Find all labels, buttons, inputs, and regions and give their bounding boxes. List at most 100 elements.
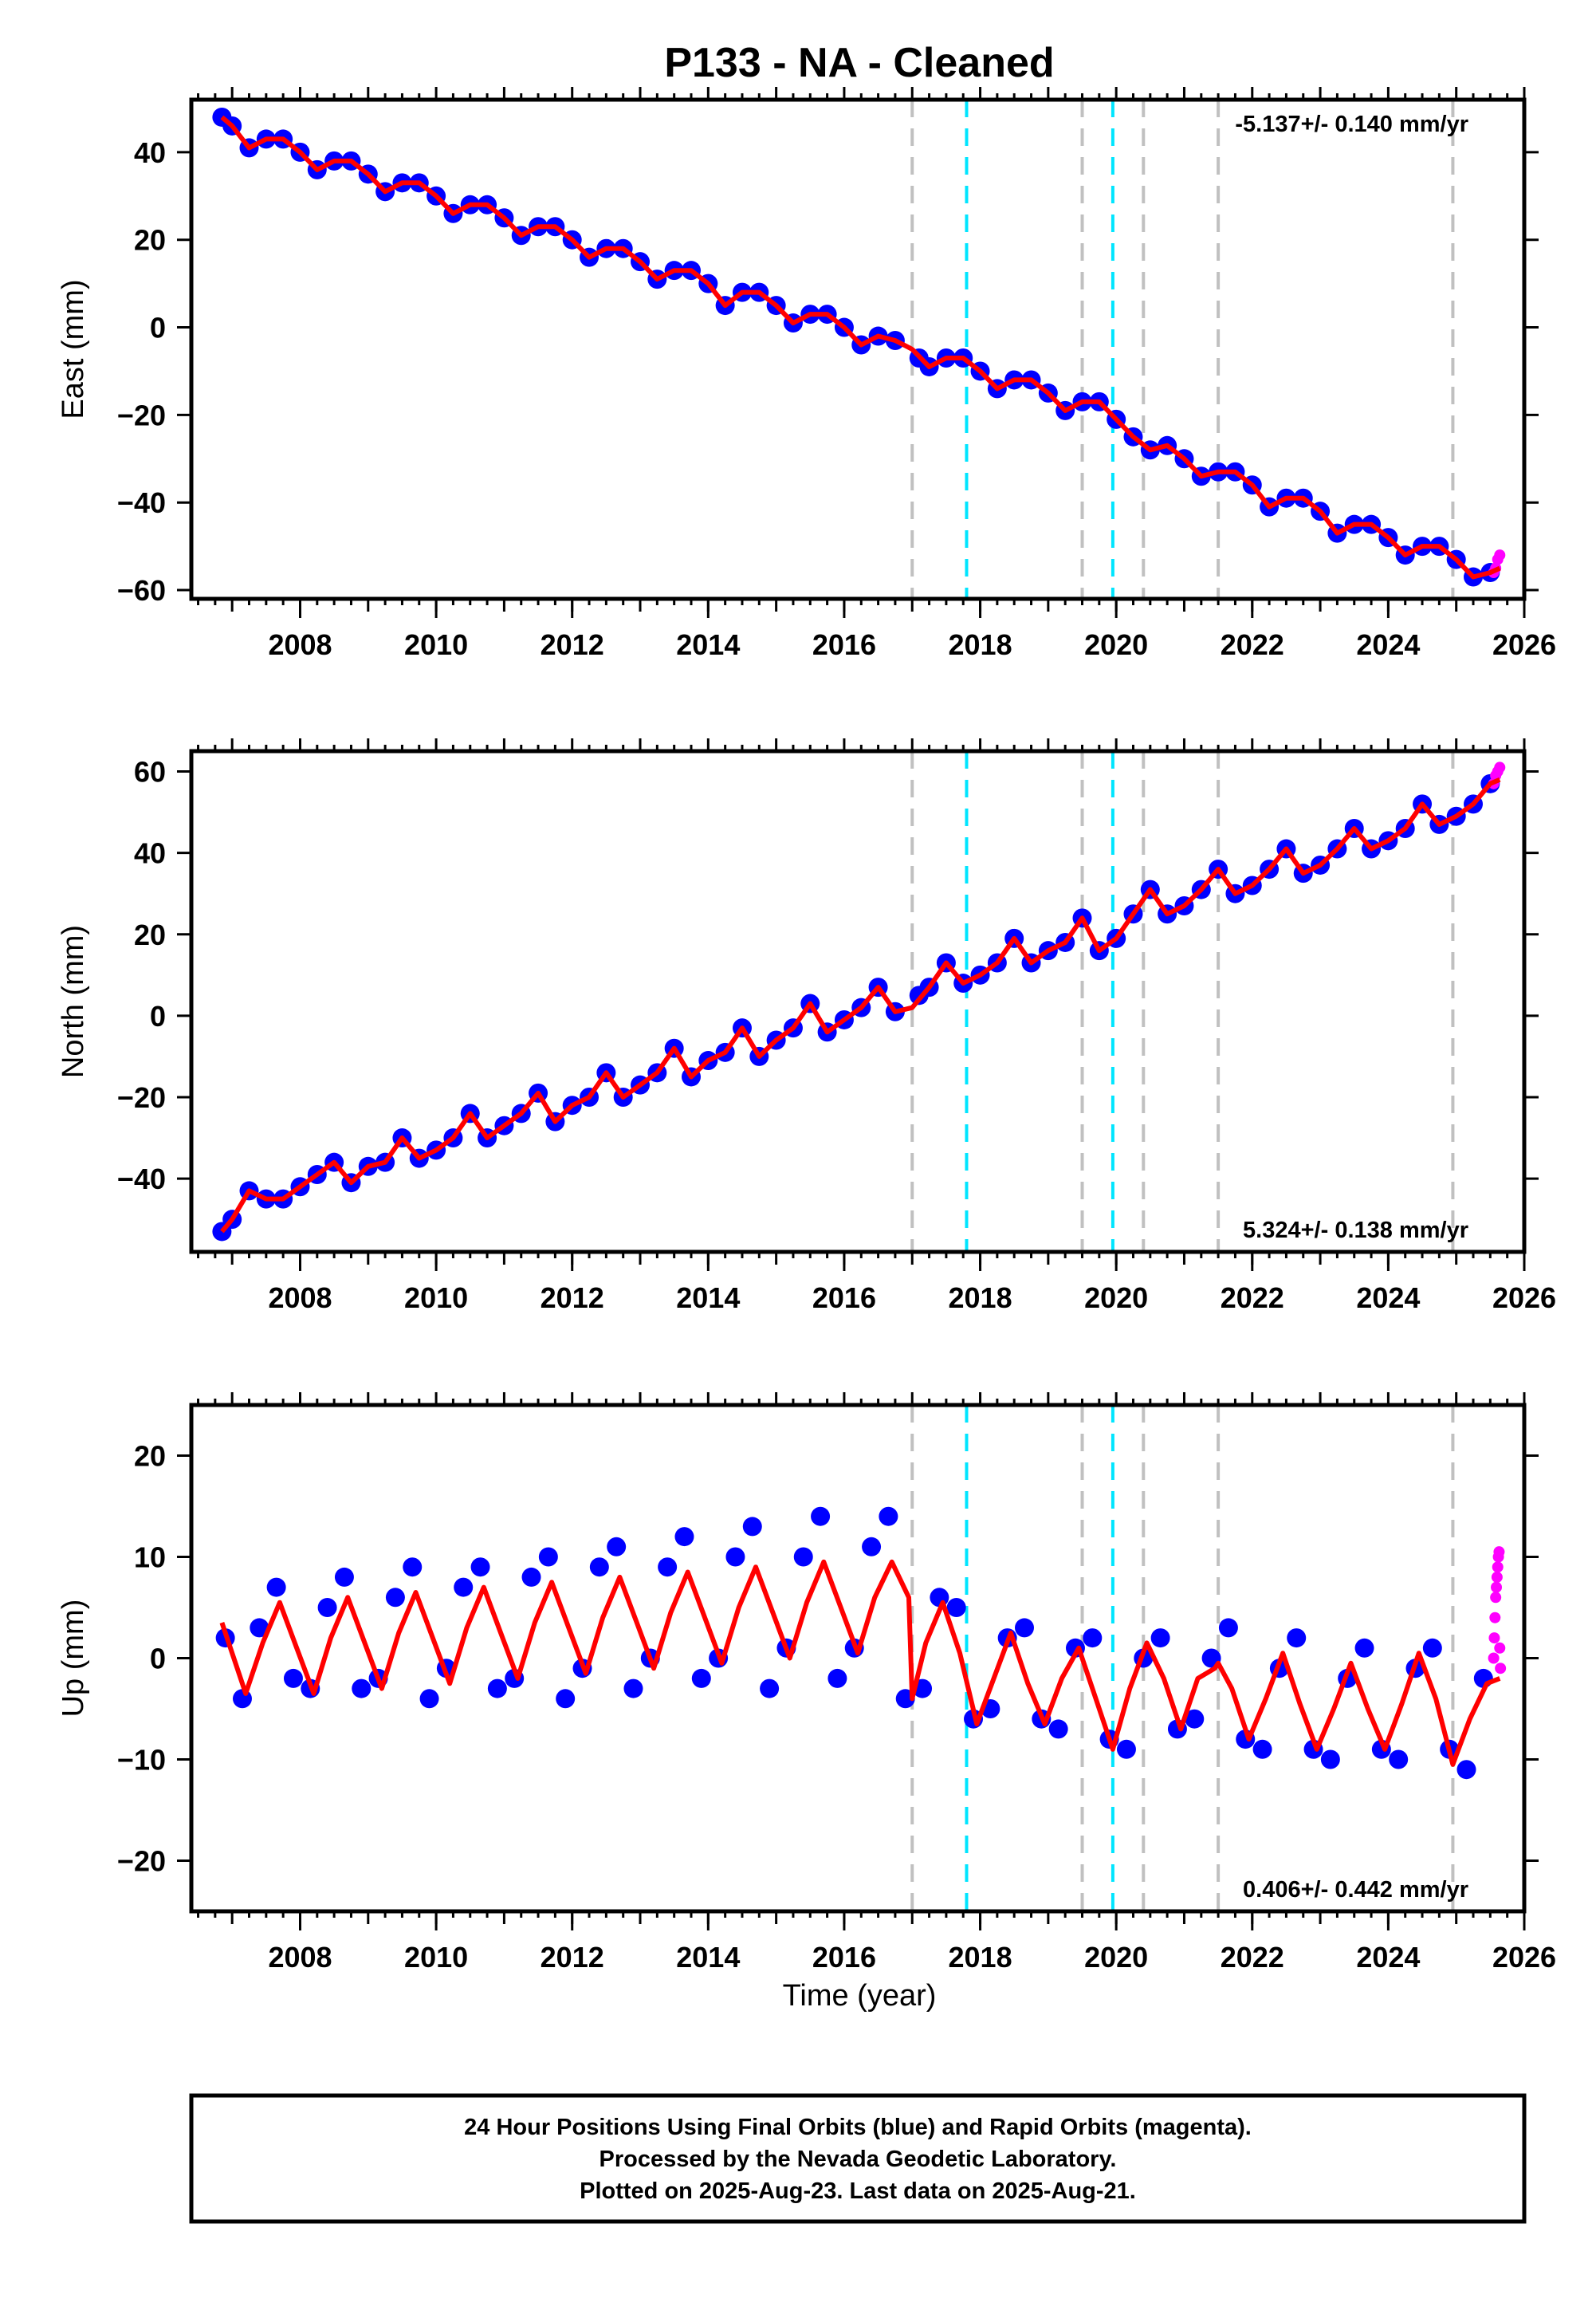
data-point bbox=[232, 1689, 252, 1709]
x-tick-label: 2020 bbox=[1084, 1281, 1148, 1314]
data-point bbox=[674, 1527, 694, 1547]
y-axis-label: North (mm) bbox=[57, 925, 90, 1078]
y-axis-label: Up (mm) bbox=[57, 1600, 90, 1718]
y-tick-label: 0 bbox=[150, 312, 166, 344]
data-point bbox=[1488, 1652, 1500, 1664]
x-tick-label: 2016 bbox=[812, 1941, 876, 1974]
x-tick-label: 2014 bbox=[676, 628, 740, 661]
y-tick-label: 40 bbox=[134, 136, 166, 169]
x-tick-label: 2024 bbox=[1356, 1281, 1420, 1314]
x-tick-label: 2010 bbox=[404, 1941, 468, 1974]
data-point bbox=[930, 1588, 949, 1608]
data-point bbox=[725, 1547, 745, 1567]
y-tick-label: 20 bbox=[134, 1440, 166, 1473]
data-point bbox=[1491, 1581, 1503, 1593]
data-point bbox=[1456, 1760, 1476, 1780]
x-tick-label: 2010 bbox=[404, 1281, 468, 1314]
model-line bbox=[220, 777, 1501, 1234]
plot-area-north bbox=[212, 751, 1506, 1252]
y-tick-label: 20 bbox=[134, 224, 166, 257]
y-tick-label: 0 bbox=[150, 1643, 166, 1675]
data-point bbox=[623, 1678, 643, 1698]
data-point bbox=[266, 1577, 286, 1597]
x-tick-label: 2018 bbox=[949, 628, 1012, 661]
data-point bbox=[1493, 1546, 1505, 1558]
x-tick-label: 2012 bbox=[541, 628, 604, 661]
data-point bbox=[1252, 1739, 1272, 1759]
data-point bbox=[317, 1598, 337, 1617]
plot-frame bbox=[189, 97, 1527, 601]
panel-east: 2008 2010 2012 2014 2016 2018 2020 2022 2024 2026… bbox=[57, 87, 1556, 661]
data-point bbox=[811, 1506, 831, 1526]
data-point bbox=[556, 1689, 576, 1709]
data-point bbox=[1389, 1749, 1409, 1769]
x-tick-label: 2024 bbox=[1356, 1941, 1420, 1974]
x-tick-label: 2022 bbox=[1221, 628, 1284, 661]
x-axis-label: Time (year) bbox=[783, 1979, 937, 2013]
y-tick-label: −20 bbox=[117, 399, 166, 431]
data-point bbox=[946, 1598, 966, 1617]
rate-label: -5.137+/- 0.140 mm/yr bbox=[1235, 112, 1468, 137]
rapid-orbits-points bbox=[1488, 1546, 1507, 1675]
footer-line-3: Plotted on 2025-Aug-23. Last data on 202… bbox=[580, 2178, 1136, 2204]
x-tick-label: 2012 bbox=[541, 1281, 604, 1314]
x-tick-label: 2026 bbox=[1492, 1941, 1556, 1974]
data-point bbox=[403, 1557, 423, 1577]
rate-label: 0.406+/- 0.442 mm/yr bbox=[1243, 1877, 1468, 1903]
x-tick-label: 2014 bbox=[676, 1281, 740, 1314]
data-point bbox=[419, 1689, 439, 1709]
y-tick-label: −40 bbox=[117, 1163, 166, 1195]
x-tick-label: 2016 bbox=[812, 628, 876, 661]
final-orbits-points bbox=[212, 107, 1500, 587]
data-point bbox=[1489, 1612, 1501, 1623]
data-point bbox=[1287, 1628, 1307, 1648]
data-point bbox=[1320, 1749, 1340, 1769]
y-tick-label: 60 bbox=[134, 756, 166, 789]
data-point bbox=[250, 1618, 269, 1638]
x-tick-label: 2008 bbox=[268, 1281, 332, 1314]
data-point bbox=[742, 1517, 762, 1537]
final-orbits-points bbox=[212, 773, 1500, 1242]
y-tick-label: 0 bbox=[150, 1000, 166, 1033]
y-tick-label: −10 bbox=[117, 1744, 166, 1777]
data-point bbox=[538, 1547, 558, 1567]
data-point bbox=[1491, 1571, 1503, 1583]
x-tick-label: 2020 bbox=[1084, 628, 1148, 661]
y-tick-label: 20 bbox=[134, 919, 166, 951]
data-point bbox=[470, 1557, 490, 1577]
y-tick-label: −20 bbox=[117, 1845, 166, 1878]
x-tick-label: 2018 bbox=[949, 1281, 1012, 1314]
y-tick-label: 10 bbox=[134, 1541, 166, 1574]
data-point bbox=[862, 1537, 882, 1556]
plot-frame bbox=[189, 749, 1527, 1254]
x-tick-label: 2026 bbox=[1492, 1281, 1556, 1314]
data-point bbox=[607, 1537, 627, 1556]
x-tick-label: 2018 bbox=[949, 1941, 1012, 1974]
plot-area-up bbox=[215, 1405, 1507, 1911]
data-point bbox=[1492, 1561, 1504, 1573]
data-point bbox=[1116, 1739, 1136, 1759]
x-tick-label: 2014 bbox=[676, 1941, 740, 1974]
footer-box bbox=[189, 2093, 1527, 2224]
rate-label: 5.324+/- 0.138 mm/yr bbox=[1243, 1218, 1468, 1243]
plot-area-east bbox=[212, 100, 1506, 599]
panel-up: 2008 2010 2012 2014 2016 2018 2020 2022 2024 2026… bbox=[57, 1392, 1556, 1974]
x-tick-label: 2020 bbox=[1084, 1941, 1148, 1974]
data-point bbox=[1354, 1638, 1374, 1658]
model-line bbox=[219, 1559, 1501, 1767]
data-point bbox=[1494, 1642, 1506, 1654]
data-point bbox=[1015, 1618, 1034, 1638]
x-tick-label: 2012 bbox=[541, 1941, 604, 1974]
data-point bbox=[760, 1678, 780, 1698]
data-point bbox=[793, 1547, 813, 1567]
data-point bbox=[1150, 1628, 1170, 1648]
y-tick-label: −40 bbox=[117, 486, 166, 519]
x-tick-label: 2010 bbox=[404, 628, 468, 661]
x-tick-label: 2016 bbox=[812, 1281, 876, 1314]
data-point bbox=[283, 1668, 303, 1688]
figure-title: P133 - NA - Cleaned bbox=[664, 40, 1054, 86]
data-point bbox=[352, 1678, 371, 1698]
x-tick-label: 2026 bbox=[1492, 628, 1556, 661]
footer-line-2: Processed by the Nevada Geodetic Laborat… bbox=[599, 2147, 1117, 2172]
